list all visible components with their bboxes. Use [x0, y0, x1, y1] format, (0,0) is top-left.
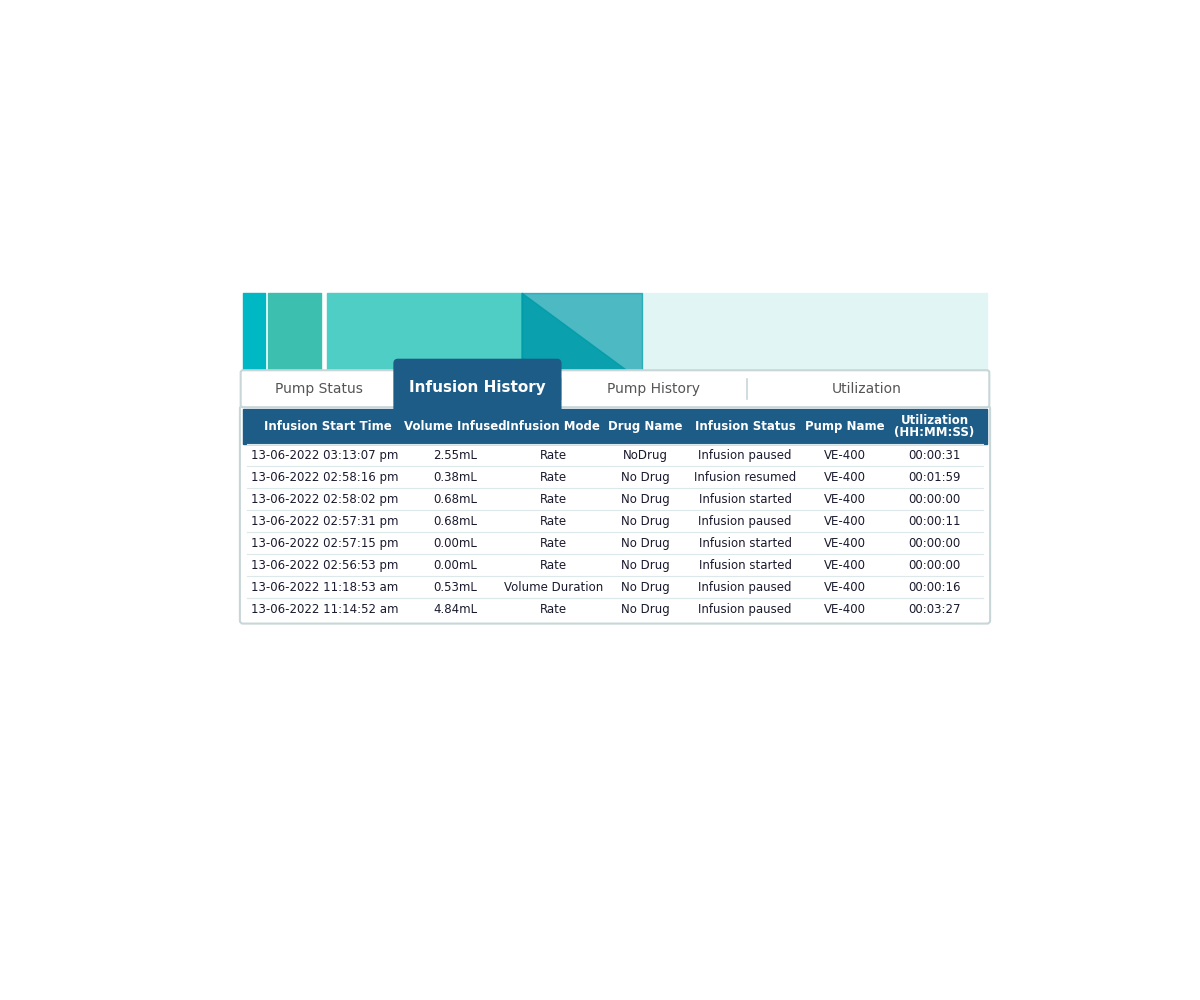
- Text: VE-400: VE-400: [824, 471, 866, 484]
- Text: 00:00:16: 00:00:16: [908, 581, 961, 594]
- Text: No Drug: No Drug: [622, 493, 670, 506]
- Polygon shape: [522, 293, 642, 382]
- Text: Volume Infused: Volume Infused: [404, 420, 506, 433]
- Text: Infusion paused: Infusion paused: [698, 581, 792, 594]
- FancyBboxPatch shape: [241, 370, 989, 407]
- Text: Utilization: Utilization: [832, 382, 902, 396]
- Text: 00:00:00: 00:00:00: [908, 537, 961, 550]
- Text: No Drug: No Drug: [622, 515, 670, 528]
- Text: Infusion Mode: Infusion Mode: [506, 420, 600, 433]
- Text: 13-06-2022 02:57:31 pm: 13-06-2022 02:57:31 pm: [251, 515, 398, 528]
- FancyBboxPatch shape: [394, 359, 562, 419]
- Text: Infusion started: Infusion started: [698, 559, 792, 572]
- Text: Rate: Rate: [540, 449, 566, 462]
- Text: Volume Duration: Volume Duration: [504, 581, 602, 594]
- Text: 13-06-2022 02:58:16 pm: 13-06-2022 02:58:16 pm: [251, 471, 398, 484]
- Text: No Drug: No Drug: [622, 603, 670, 616]
- Text: 0.00mL: 0.00mL: [433, 537, 478, 550]
- Text: VE-400: VE-400: [824, 603, 866, 616]
- Text: (HH:MM:SS): (HH:MM:SS): [894, 426, 974, 439]
- Text: Rate: Rate: [540, 515, 566, 528]
- Text: Pump History: Pump History: [607, 382, 701, 396]
- Text: Infusion paused: Infusion paused: [698, 603, 792, 616]
- Bar: [242, 409, 986, 444]
- Text: Pump Name: Pump Name: [805, 420, 884, 433]
- Text: 0.00mL: 0.00mL: [433, 559, 478, 572]
- Text: Drug Name: Drug Name: [608, 420, 683, 433]
- Text: Infusion paused: Infusion paused: [698, 449, 792, 462]
- Text: 00:03:27: 00:03:27: [908, 603, 961, 616]
- Text: Infusion started: Infusion started: [698, 493, 792, 506]
- Text: Infusion History: Infusion History: [409, 380, 546, 395]
- Text: 13-06-2022 02:57:15 pm: 13-06-2022 02:57:15 pm: [251, 537, 398, 550]
- Text: 00:01:59: 00:01:59: [908, 471, 961, 484]
- Text: 13-06-2022 03:13:07 pm: 13-06-2022 03:13:07 pm: [251, 449, 398, 462]
- Text: Infusion Start Time: Infusion Start Time: [264, 420, 391, 433]
- Text: VE-400: VE-400: [824, 493, 866, 506]
- Text: 00:00:00: 00:00:00: [908, 493, 961, 506]
- Text: Utilization: Utilization: [900, 414, 968, 427]
- Text: VE-400: VE-400: [824, 515, 866, 528]
- Text: 00:00:31: 00:00:31: [908, 449, 961, 462]
- Text: 13-06-2022 11:14:52 am: 13-06-2022 11:14:52 am: [251, 603, 398, 616]
- Text: No Drug: No Drug: [622, 581, 670, 594]
- Text: No Drug: No Drug: [622, 559, 670, 572]
- Text: Infusion Status: Infusion Status: [695, 420, 796, 433]
- Text: Rate: Rate: [540, 537, 566, 550]
- Text: No Drug: No Drug: [622, 537, 670, 550]
- Text: 0.53mL: 0.53mL: [433, 581, 478, 594]
- FancyBboxPatch shape: [240, 406, 990, 624]
- Text: Rate: Rate: [540, 603, 566, 616]
- Text: 0.68mL: 0.68mL: [433, 515, 478, 528]
- Text: 0.38mL: 0.38mL: [433, 471, 478, 484]
- Text: VE-400: VE-400: [824, 559, 866, 572]
- Text: 00:00:11: 00:00:11: [908, 515, 961, 528]
- Text: 0.68mL: 0.68mL: [433, 493, 478, 506]
- Text: No Drug: No Drug: [622, 471, 670, 484]
- Text: 13-06-2022 02:56:53 pm: 13-06-2022 02:56:53 pm: [251, 559, 398, 572]
- Text: Infusion resumed: Infusion resumed: [694, 471, 797, 484]
- Text: Infusion started: Infusion started: [698, 537, 792, 550]
- Text: Infusion paused: Infusion paused: [698, 515, 792, 528]
- Text: VE-400: VE-400: [824, 581, 866, 594]
- Text: 00:00:00: 00:00:00: [908, 559, 961, 572]
- Text: 13-06-2022 11:18:53 am: 13-06-2022 11:18:53 am: [251, 581, 398, 594]
- Text: VE-400: VE-400: [824, 537, 866, 550]
- Text: VE-400: VE-400: [824, 449, 866, 462]
- Polygon shape: [522, 293, 642, 382]
- Text: Rate: Rate: [540, 559, 566, 572]
- Text: Rate: Rate: [540, 493, 566, 506]
- Text: 13-06-2022 02:58:02 pm: 13-06-2022 02:58:02 pm: [251, 493, 398, 506]
- Text: 4.84mL: 4.84mL: [433, 603, 478, 616]
- Text: Rate: Rate: [540, 471, 566, 484]
- Text: 2.55mL: 2.55mL: [433, 449, 478, 462]
- Polygon shape: [642, 293, 986, 382]
- Text: NoDrug: NoDrug: [623, 449, 668, 462]
- Text: Pump Status: Pump Status: [275, 382, 362, 396]
